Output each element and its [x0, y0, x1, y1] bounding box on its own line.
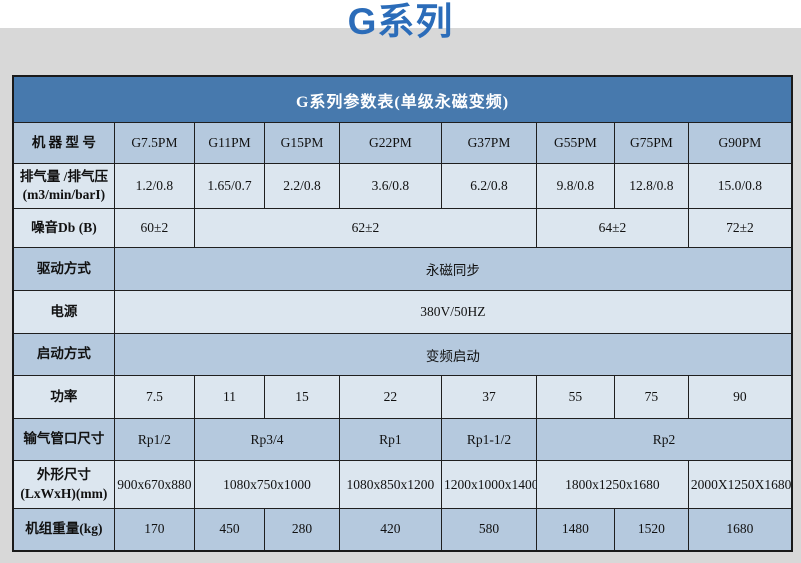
table-row-model: 机 器 型 号 G7.5PM G11PM G15PM G22PM G37PM G… [12, 122, 793, 164]
table-cell: 170 [113, 508, 196, 551]
table-cell: 2.2/0.8 [264, 163, 340, 209]
table-row-start-mode: 启动方式 变频启动 [12, 333, 793, 376]
table-cell: 1800x1250x1680 [535, 460, 689, 509]
table-cell: 6.2/0.8 [440, 163, 537, 209]
spec-table: G系列参数表(单级永磁变频) 机 器 型 号 G7.5PM G11PM G15P… [12, 75, 793, 552]
table-row-displacement: 排气量 /排气压 (m3/min/barI) 1.2/0.8 1.65/0.7 … [12, 163, 793, 209]
table-cell: 1080x750x1000 [194, 460, 340, 509]
table-row-pipe-size: 输气管口尺寸 Rp1/2 Rp3/4 Rp1 Rp1-1/2 Rp2 [12, 418, 793, 461]
table-cell: Rp3/4 [194, 418, 340, 461]
table-cell: 11 [193, 375, 266, 419]
table-cell: G55PM [535, 122, 615, 164]
table-cell: Rp1-1/2 [440, 418, 537, 461]
table-cell: 1480 [535, 508, 615, 551]
table-cell: G7.5PM [113, 122, 196, 164]
table-cell: 380V/50HZ [113, 290, 793, 334]
table-cell: 1.65/0.7 [193, 163, 266, 209]
table-cell: 9.8/0.8 [535, 163, 615, 209]
table-cell: G37PM [440, 122, 537, 164]
table-cell: 2000X1250X1680 [687, 460, 793, 509]
table-title: G系列参数表(单级永磁变频) [12, 75, 793, 123]
table-cell: 900x670x880 [113, 460, 196, 509]
table-cell: 420 [338, 508, 442, 551]
table-cell: G75PM [613, 122, 689, 164]
table-row-power-supply: 电源 380V/50HZ [12, 290, 793, 334]
row-label-cell: 驱动方式 [12, 247, 115, 291]
table-cell: 7.5 [113, 375, 196, 419]
row-label-cell: 机组重量(kg) [12, 508, 115, 551]
table-row-drive-mode: 驱动方式 永磁同步 [12, 247, 793, 291]
table-cell: Rp2 [535, 418, 793, 461]
table-cell: G11PM [193, 122, 266, 164]
row-label-cell: 排气量 /排气压 (m3/min/barI) [12, 163, 115, 209]
table-cell: 64±2 [535, 208, 689, 248]
table-cell: 12.8/0.8 [613, 163, 689, 209]
row-label-cell: 噪音Db (B) [12, 208, 115, 248]
table-cell: 15 [264, 375, 340, 419]
table-cell: G22PM [338, 122, 442, 164]
table-cell: 55 [535, 375, 615, 419]
row-label-cell: 外形尺寸 (LxWxH)(mm) [12, 460, 115, 509]
table-cell: Rp1 [338, 418, 442, 461]
table-cell: 62±2 [194, 208, 537, 248]
row-label-cell: 功率 [12, 375, 115, 419]
row-label-cell: 电源 [12, 290, 115, 334]
page-title: G系列 [347, 1, 454, 42]
table-cell: 60±2 [113, 208, 196, 248]
table-cell: 90 [687, 375, 793, 419]
table-cell: 37 [440, 375, 537, 419]
table-row-weight: 机组重量(kg) 170 450 280 420 580 1480 1520 1… [12, 508, 793, 551]
table-cell: 72±2 [687, 208, 793, 248]
table-row-noise: 噪音Db (B) 60±2 62±2 64±2 72±2 [12, 208, 793, 248]
table-cell: 永磁同步 [113, 247, 793, 291]
table-cell: 75 [613, 375, 689, 419]
table-header-row: G系列参数表(单级永磁变频) [12, 75, 793, 123]
table-cell: Rp1/2 [113, 418, 196, 461]
table-cell: G15PM [264, 122, 340, 164]
table-row-power: 功率 7.5 11 15 22 37 55 75 90 [12, 375, 793, 419]
table-cell: 3.6/0.8 [338, 163, 442, 209]
table-cell: 22 [338, 375, 442, 419]
table-cell: 1680 [687, 508, 793, 551]
table-cell: 变频启动 [113, 333, 793, 376]
table-cell: 1.2/0.8 [113, 163, 196, 209]
table-cell: 450 [193, 508, 266, 551]
table-cell: G90PM [687, 122, 793, 164]
row-label-cell: 输气管口尺寸 [12, 418, 115, 461]
table-cell: 1520 [613, 508, 689, 551]
table-cell: 15.0/0.8 [687, 163, 793, 209]
table-cell: 1080x850x1200 [338, 460, 442, 509]
table-cell: 280 [264, 508, 340, 551]
row-label-cell: 机 器 型 号 [12, 122, 115, 164]
top-white-band [0, 0, 801, 28]
row-label-cell: 启动方式 [12, 333, 115, 376]
table-cell: 580 [440, 508, 537, 551]
table-row-dimensions: 外形尺寸 (LxWxH)(mm) 900x670x880 1080x750x10… [12, 460, 793, 509]
table-cell: 1200x1000x1400 [440, 460, 537, 509]
